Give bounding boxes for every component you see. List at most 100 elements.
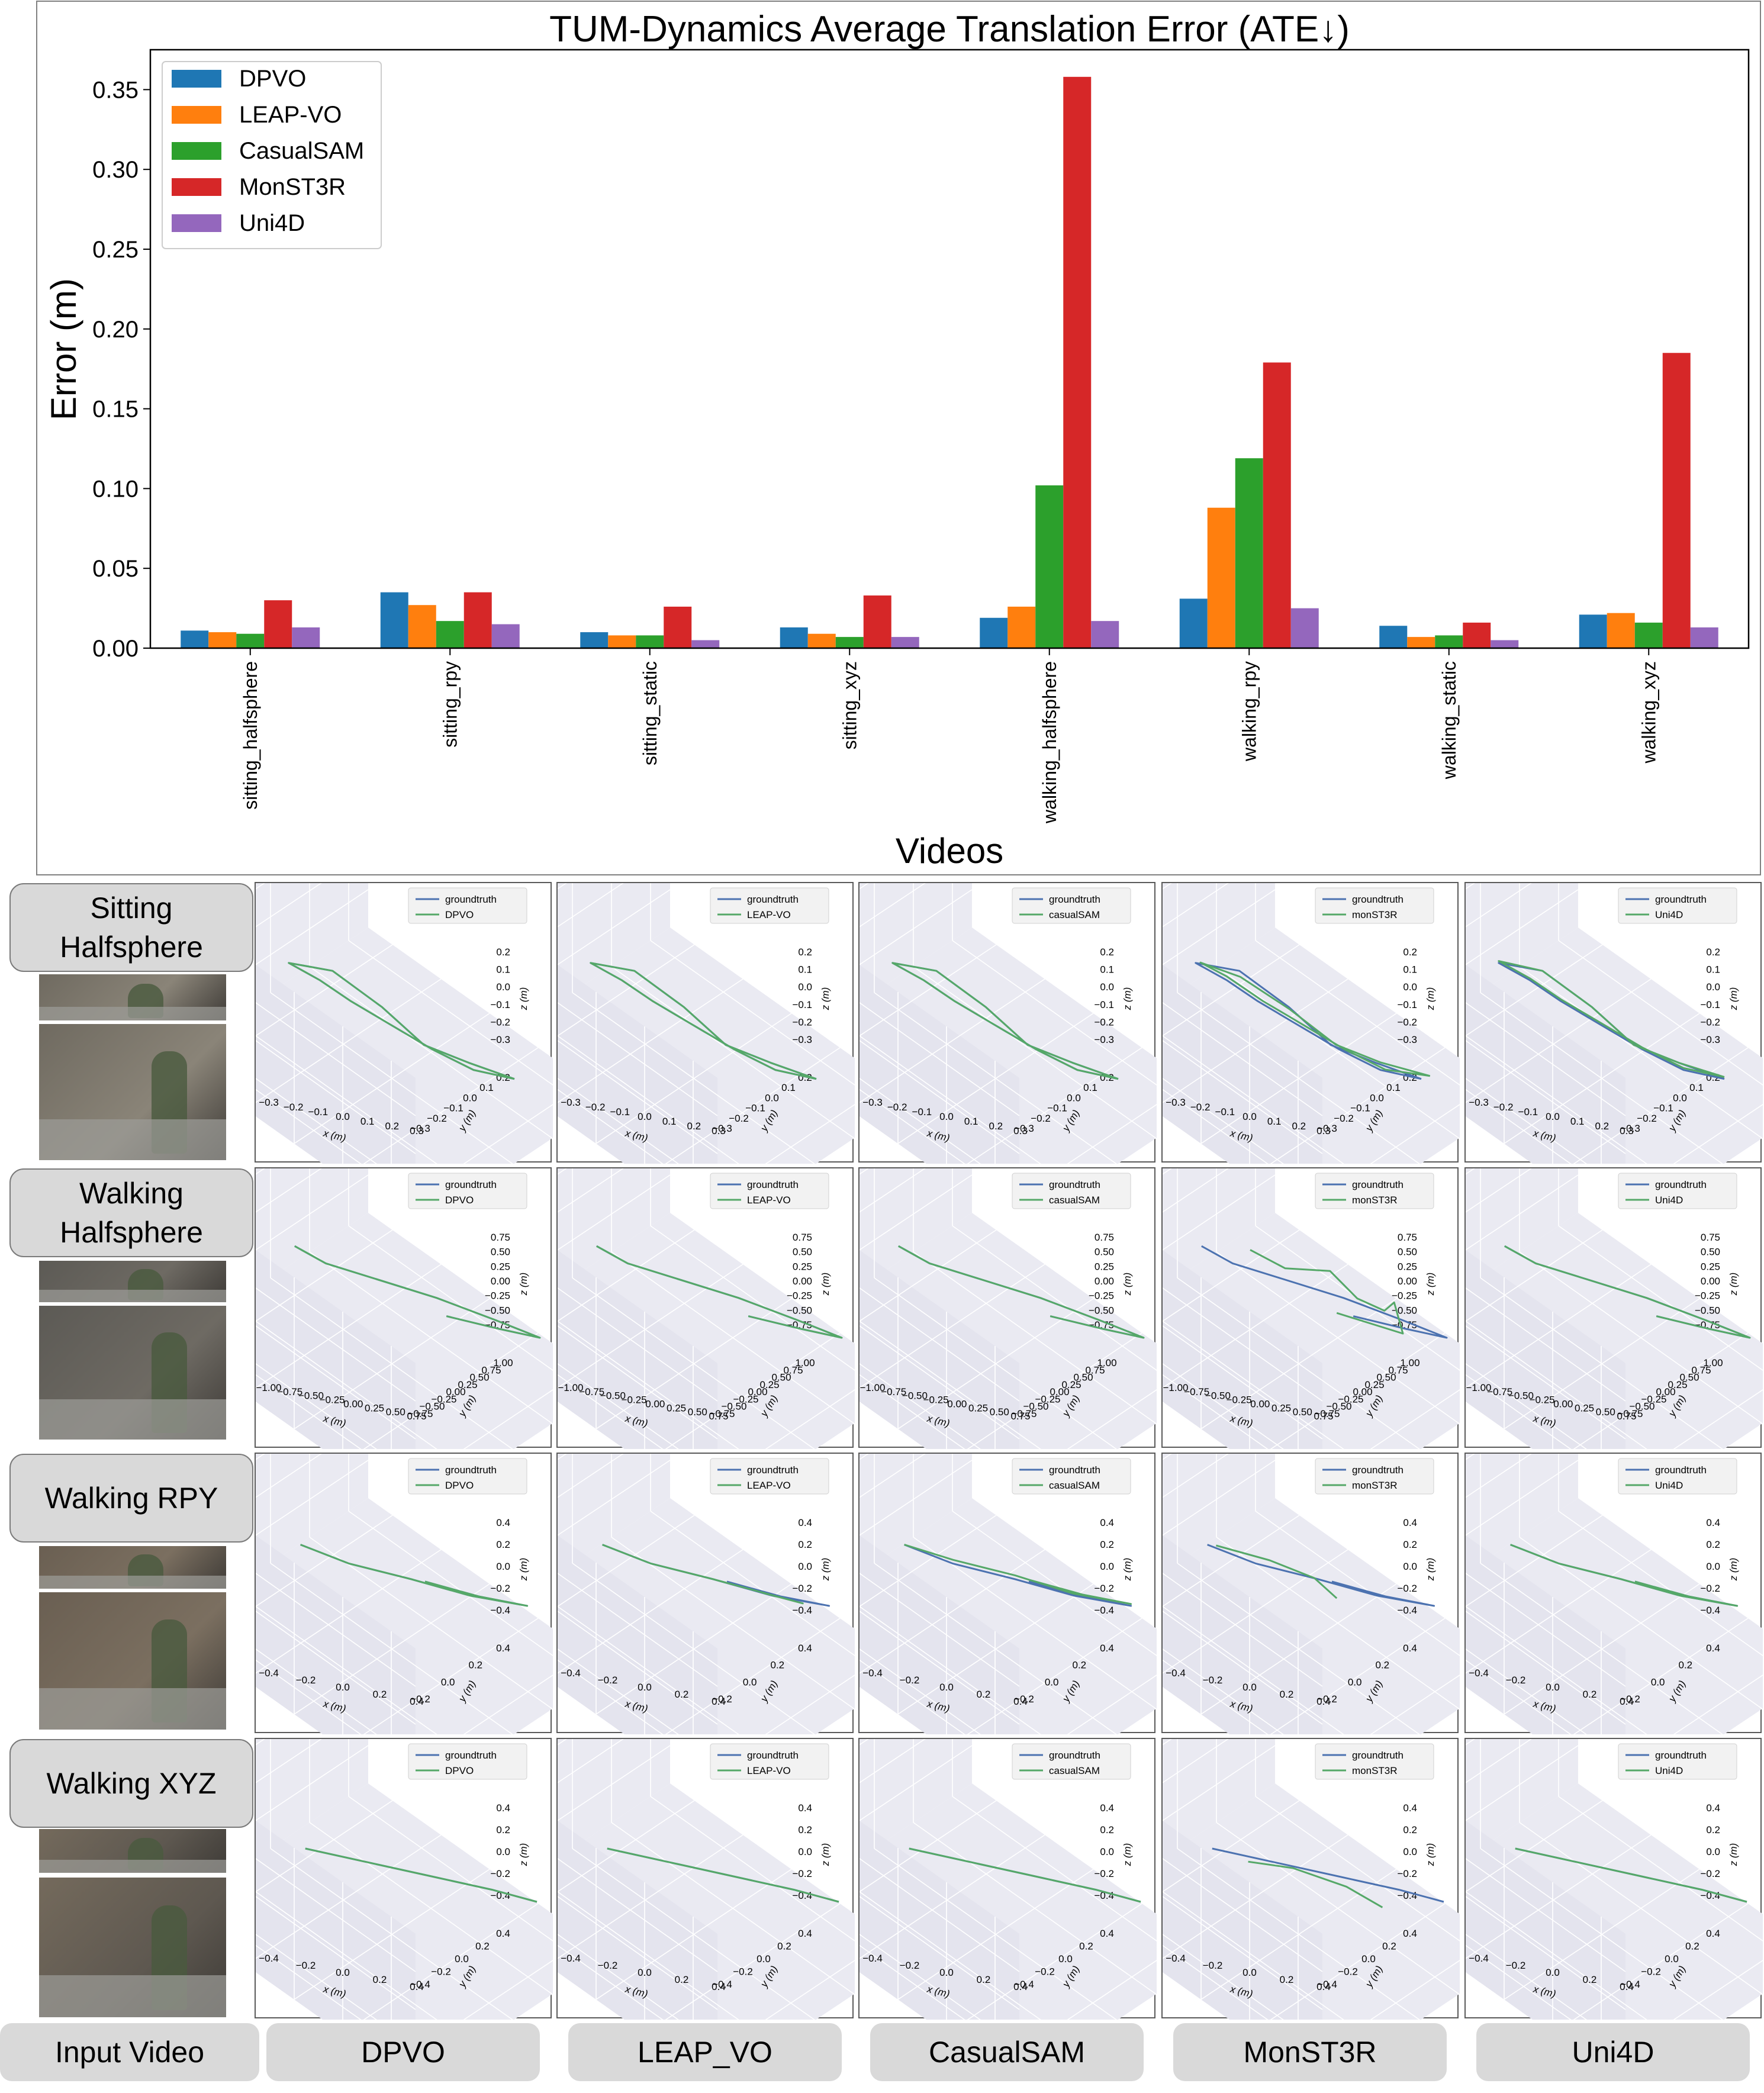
grid-line [1480, 1848, 1723, 2020]
x-tick-label: −0.4 [561, 1667, 581, 1679]
legend-label-groundtruth: groundtruth [445, 1464, 497, 1476]
grid-line [256, 1374, 362, 1449]
y-tick-label: −0.50 [1023, 1401, 1048, 1412]
x-tick-label: 0.2 [977, 1689, 991, 1700]
z-tick-label: −0.2 [792, 1583, 812, 1594]
y-tick-label: 0.0 [1058, 1953, 1073, 1965]
z-tick-label: 0.2 [1100, 1539, 1114, 1550]
z-tick-label: −0.2 [1397, 1016, 1417, 1028]
y-tick-label: 0.2 [1073, 1660, 1087, 1671]
y-tick-label: 0.0 [1665, 1953, 1679, 1965]
groundtruth-trajectory [1212, 1847, 1444, 1903]
z-tick-label: −0.50 [485, 1305, 510, 1316]
x-tick-label: −0.1 [912, 1106, 932, 1118]
y-tick-label: 0.0 [1045, 1676, 1059, 1688]
x-tick-label: 0.0 [939, 1682, 954, 1693]
z-tick-label: 0.50 [1398, 1247, 1417, 1258]
x-tick-label: −0.2 [900, 1675, 920, 1686]
y-tick-label: 0.4 [1403, 1643, 1417, 1654]
legend-label-leap-vo: LEAP-VO [239, 102, 342, 128]
grid-line [1270, 1332, 1446, 1449]
z-tick-label: 0.2 [1706, 1824, 1720, 1836]
z-tick-label: −0.2 [1397, 1583, 1417, 1594]
grid-line [1163, 1168, 1323, 1440]
grid-line [1573, 1903, 1749, 2020]
grid-line [463, 1960, 553, 2020]
grid-line [1067, 1960, 1157, 2020]
legend-label-estimate: Uni4D [1655, 1480, 1683, 1491]
y-tick-label: 0.2 [777, 1941, 791, 1952]
grid-line [1466, 883, 1626, 1154]
x-tick-label: 0.4 [410, 1696, 424, 1707]
grid-line [1067, 1104, 1157, 1164]
grid-line [1163, 1944, 1269, 2020]
grid-line [860, 1321, 1041, 1449]
bar-monst3r-walking_rpy [1263, 362, 1291, 648]
y-tick-label: 0.4 [1706, 1928, 1720, 1939]
y-tick-label: 0.50 [1376, 1372, 1396, 1383]
z-tick-label: 0.0 [1706, 1846, 1720, 1857]
y-tick-label: 0.75 [1388, 1364, 1408, 1376]
x-tick-label: −0.50 [902, 1390, 928, 1402]
z-axis-label: z (m) [1122, 987, 1133, 1011]
z-tick-label: 0.50 [1701, 1247, 1720, 1258]
y-tick-label: 0.2 [469, 1660, 483, 1671]
z-axis-label: z (m) [518, 1273, 529, 1296]
grid-line [860, 1454, 1020, 1687]
y-tick-label: 0.2 [1376, 1660, 1390, 1671]
trajectory-panel: 0.75 0.50 0.25 0.00 −0.25 −0.50 −0.75 z (m) −1.0… [1161, 1167, 1460, 1449]
legend-label-groundtruth: groundtruth [747, 1464, 799, 1476]
legend-swatch-monst3r [172, 178, 221, 196]
back-pane-left [1163, 1454, 1275, 1573]
grid-line [256, 883, 416, 1154]
z-tick-label: 0.2 [1403, 946, 1417, 958]
y-tick-label: −0.2 [1334, 1113, 1354, 1124]
estimated-trajectory [590, 962, 817, 1080]
y-tick-label: 0.50 [771, 1372, 791, 1383]
y-tick-label: 0.75 [481, 1364, 501, 1376]
grid-line [860, 883, 1020, 1116]
z-tick-label: −0.1 [490, 999, 510, 1010]
y-tick-label: 0.00 [1050, 1386, 1069, 1398]
plot-area [149, 49, 1750, 649]
legend: DPVO LEAP-VO CasualSAM MonST3R Uni4D [162, 61, 382, 249]
bar-dpvo-walking_rpy [1179, 598, 1208, 648]
legend-label-estimate: monST3R [1352, 1480, 1398, 1491]
y-tick-label: 0.00 [92, 636, 139, 662]
estimated-trajectory [1248, 1860, 1383, 1908]
z-tick-label: −0.4 [1700, 1605, 1720, 1616]
x-tick-label: 0.1 [964, 1116, 978, 1127]
grid-line [256, 1891, 437, 2020]
z-axis-label: z (m) [820, 1843, 831, 1867]
grid-line [1466, 1891, 1647, 2020]
legend-label-groundtruth: groundtruth [1655, 894, 1707, 905]
grid-line [665, 1618, 841, 1734]
legend-label-estimate: Uni4D [1655, 909, 1683, 920]
x-tick-label: 0.2 [1583, 1974, 1597, 1985]
y-tick-label: −0.3 [1620, 1123, 1640, 1134]
grid-line [1270, 1903, 1446, 2020]
trajectory-plot: 0.20.10.0−0.1−0.2−0.3z (m)−0.3 −0.2 −0.1 0.… [256, 883, 553, 1164]
bar-dpvo-sitting_rpy [380, 592, 408, 648]
grid-line [363, 1332, 539, 1449]
x-tick-label: −0.25 [622, 1395, 647, 1406]
bar-leap-vo-sitting_xyz [807, 633, 836, 648]
legend-swatch-uni4d [172, 214, 221, 232]
bar-casualsam-sitting_halfsphere [236, 633, 265, 648]
legend-label-groundtruth: groundtruth [1049, 1750, 1100, 1761]
x-tick-label: 0.4 [1316, 1981, 1331, 1992]
legend-label-estimate: DPVO [445, 1765, 474, 1776]
x-tick-label: 0.1 [360, 1116, 375, 1127]
trajectory-plot: 0.40.20.0−0.2−0.4z (m)−0.4−0.20.00.20.4x… [558, 1454, 855, 1734]
legend-label-estimate: casualSAM [1049, 1480, 1100, 1491]
input-video-frame [39, 1878, 226, 2017]
grid-line [1466, 1035, 1647, 1164]
z-tick-label: 0.2 [1706, 1539, 1720, 1550]
x-tick-label: 0.2 [1292, 1120, 1306, 1132]
x-tick-label: −0.2 [1203, 1960, 1223, 1971]
grid-line [1270, 1047, 1446, 1164]
grid-line [1466, 1739, 1626, 2010]
estimated-trajectory [300, 1544, 529, 1607]
x-tick-label: −0.75 [277, 1386, 302, 1398]
y-tick-label: −0.1 [443, 1103, 463, 1114]
